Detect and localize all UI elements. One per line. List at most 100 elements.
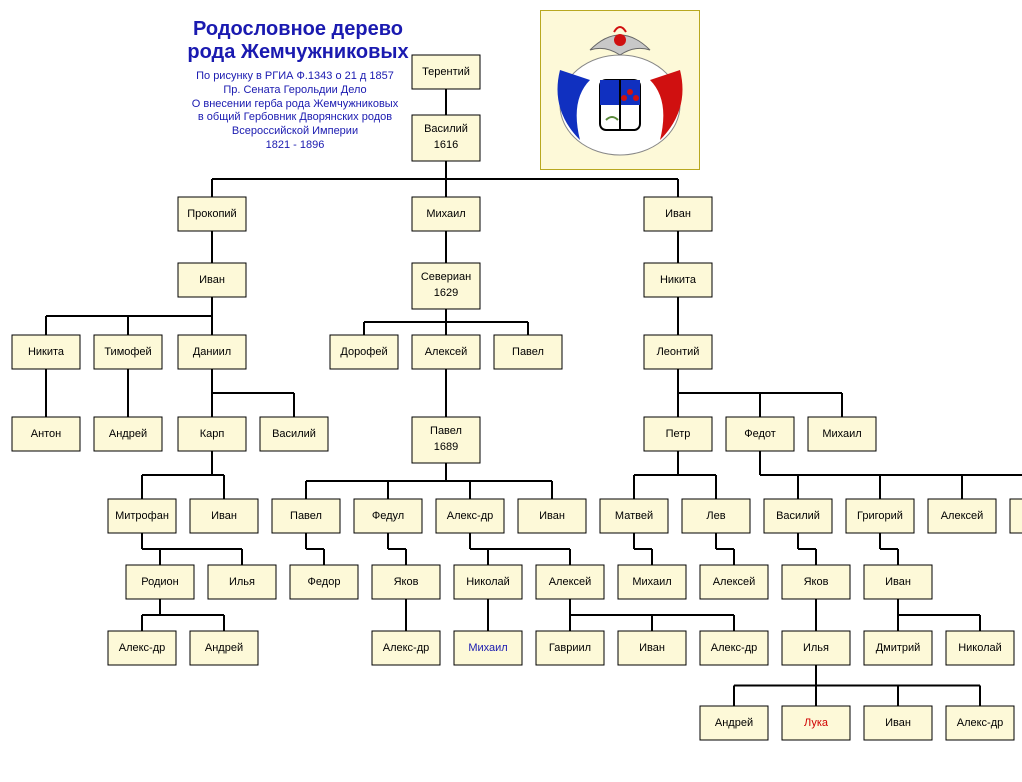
page-title: Родословное дереворода Жемчужниковых bbox=[148, 18, 448, 64]
tree-node-label: Алексей bbox=[549, 576, 592, 588]
tree-node: Иван bbox=[518, 499, 586, 533]
tree-node-label: Павел bbox=[290, 510, 322, 522]
tree-node-label: Федот bbox=[744, 428, 776, 440]
tree-node: Федор bbox=[1010, 499, 1022, 533]
tree-node-label: Федул bbox=[372, 510, 404, 522]
tree-node-label: Алекс-др bbox=[957, 717, 1004, 729]
tree-node: Василий bbox=[764, 499, 832, 533]
tree-node-label: Андрей bbox=[205, 642, 243, 654]
tree-node-label: Алексей bbox=[941, 510, 984, 522]
tree-node: Алекс-др bbox=[372, 631, 440, 665]
tree-node: Павел bbox=[494, 335, 562, 369]
tree-node: Севериан 1629 bbox=[412, 263, 480, 309]
tree-node-label: Алекс-др bbox=[711, 642, 758, 654]
tree-node: Иван bbox=[190, 499, 258, 533]
tree-node: Алексей bbox=[412, 335, 480, 369]
tree-node: Федор bbox=[290, 565, 358, 599]
subtitle-line: О внесении герба рода Жемчужниковых bbox=[140, 98, 450, 112]
tree-node: Алекс-др bbox=[700, 631, 768, 665]
tree-node-label: Алексей bbox=[425, 346, 468, 358]
tree-node-sublabel: 1689 bbox=[434, 441, 458, 453]
tree-node: Михаил bbox=[618, 565, 686, 599]
tree-node-label: Алекс-др bbox=[447, 510, 494, 522]
tree-node-label: Андрей bbox=[109, 428, 147, 440]
tree-node-label: Михаил bbox=[822, 428, 861, 440]
tree-node-label: Лев bbox=[706, 510, 725, 522]
tree-node-label: Иван bbox=[885, 576, 911, 588]
tree-node: Алекс-др bbox=[946, 706, 1014, 740]
tree-node-label: Михаил bbox=[632, 576, 671, 588]
title-line-2: рода Жемчужниковых bbox=[148, 41, 448, 64]
tree-node: Михаил bbox=[808, 417, 876, 451]
coat-of-arms bbox=[540, 10, 700, 170]
tree-node: Прокопий bbox=[178, 197, 246, 231]
tree-node: Иван bbox=[864, 706, 932, 740]
tree-node: Андрей bbox=[190, 631, 258, 665]
tree-node-label: Дмитрий bbox=[876, 642, 921, 654]
tree-node-label: Павел bbox=[430, 425, 462, 437]
tree-node-label: Михаил bbox=[426, 208, 465, 220]
tree-node-label: Василий bbox=[776, 510, 820, 522]
tree-node-label: Иван bbox=[885, 717, 911, 729]
tree-node: Алекс-др bbox=[108, 631, 176, 665]
tree-node: Лука bbox=[782, 706, 850, 740]
title-line-1: Родословное дерево bbox=[148, 18, 448, 41]
tree-node-label: Илья bbox=[229, 576, 255, 588]
tree-node-label: Михаил bbox=[468, 642, 507, 654]
subtitle-line: 1821 - 1896 bbox=[140, 139, 450, 153]
tree-node-label: Алекс-др bbox=[383, 642, 430, 654]
tree-node: Николай bbox=[946, 631, 1014, 665]
tree-node-label: Даниил bbox=[193, 346, 231, 358]
tree-node: Петр bbox=[644, 417, 712, 451]
tree-node: Иван bbox=[178, 263, 246, 297]
tree-node-label: Севериан bbox=[421, 271, 471, 283]
tree-node-label: Андрей bbox=[715, 717, 753, 729]
tree-node: Матвей bbox=[600, 499, 668, 533]
tree-node: Митрофан bbox=[108, 499, 176, 533]
tree-node: Лев bbox=[682, 499, 750, 533]
tree-node: Никита bbox=[644, 263, 712, 297]
tree-node-label: Никита bbox=[28, 346, 65, 358]
tree-node-label: Федор bbox=[308, 576, 341, 588]
tree-node: Алексей bbox=[700, 565, 768, 599]
tree-node: Михаил bbox=[454, 631, 522, 665]
tree-node: Алексей bbox=[928, 499, 996, 533]
tree-node-label: Тимофей bbox=[104, 346, 151, 358]
tree-node: Иван bbox=[864, 565, 932, 599]
tree-node: Карп bbox=[178, 417, 246, 451]
tree-node: Григорий bbox=[846, 499, 914, 533]
tree-node-label: Антон bbox=[31, 428, 62, 440]
tree-node: Яков bbox=[782, 565, 850, 599]
tree-node: Федул bbox=[354, 499, 422, 533]
tree-node: Тимофей bbox=[94, 335, 162, 369]
subtitle-line: в общий Гербовник Дворянских родов bbox=[140, 111, 450, 125]
tree-node: Дорофей bbox=[330, 335, 398, 369]
tree-node-label: Яков bbox=[394, 576, 419, 588]
tree-node: Павел bbox=[272, 499, 340, 533]
tree-node-label: Дорофей bbox=[340, 346, 387, 358]
tree-node-label: Иван bbox=[539, 510, 565, 522]
tree-node-label: Прокопий bbox=[187, 208, 236, 220]
tree-node: Иван bbox=[644, 197, 712, 231]
tree-node: Илья bbox=[208, 565, 276, 599]
tree-node-label: Родион bbox=[141, 576, 179, 588]
tree-node-label: Петр bbox=[666, 428, 691, 440]
tree-node: Алекс-др bbox=[436, 499, 504, 533]
subtitle-line: Всероссийской Империи bbox=[140, 125, 450, 139]
tree-node-label: Никита bbox=[660, 274, 697, 286]
tree-node-label: Николай bbox=[958, 642, 1002, 654]
tree-node: Дмитрий bbox=[864, 631, 932, 665]
tree-node-sublabel: 1629 bbox=[434, 287, 458, 299]
tree-node-label: Иван bbox=[639, 642, 665, 654]
tree-node: Яков bbox=[372, 565, 440, 599]
tree-node: Михаил bbox=[412, 197, 480, 231]
tree-node-label: Иван bbox=[665, 208, 691, 220]
tree-node: Илья bbox=[782, 631, 850, 665]
tree-node: Николай bbox=[454, 565, 522, 599]
tree-node-label: Павел bbox=[512, 346, 544, 358]
tree-node: Даниил bbox=[178, 335, 246, 369]
tree-node: Родион bbox=[126, 565, 194, 599]
tree-node-label: Гавриил bbox=[549, 642, 591, 654]
tree-node: Андрей bbox=[94, 417, 162, 451]
tree-node-label: Лука bbox=[804, 717, 829, 729]
